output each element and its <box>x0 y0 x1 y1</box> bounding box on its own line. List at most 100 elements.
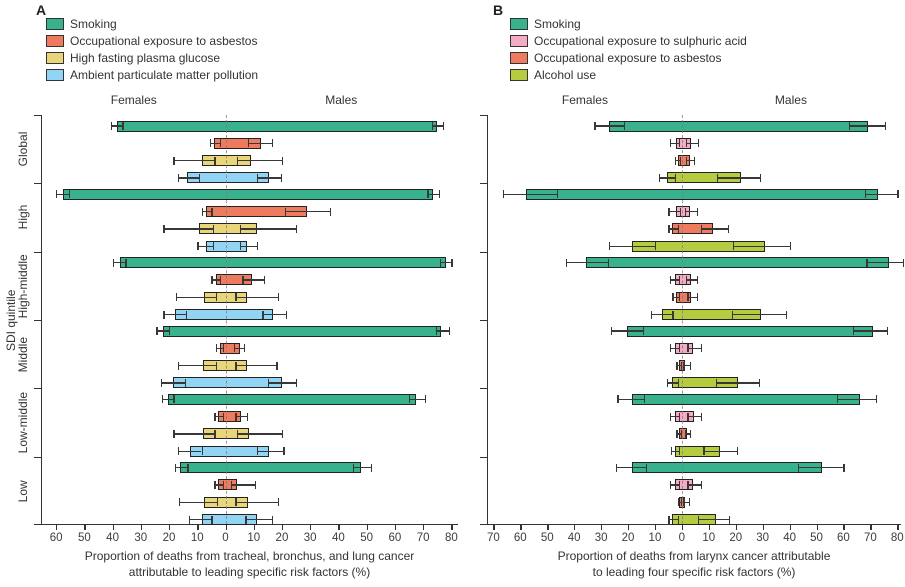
error-whisker <box>242 279 264 281</box>
whisker-cap <box>668 224 670 233</box>
panel-b: B Smoking Occupational exposure to sulphu… <box>455 0 905 587</box>
whisker-cap <box>212 224 215 233</box>
error-whisker <box>797 467 844 469</box>
whisker-cap <box>615 463 618 472</box>
error-whisker <box>684 433 690 435</box>
whisker-cap <box>235 412 237 421</box>
whisker-cap <box>680 498 683 507</box>
error-whisker <box>160 382 185 384</box>
whisker-cap <box>174 463 176 472</box>
x-axis-tick-label: 10 <box>247 532 261 544</box>
legend-item: Occupational exposure to sulphuric acid <box>510 32 747 49</box>
error-whisker <box>683 364 690 367</box>
group-bracket-tick <box>480 388 488 390</box>
risk-bar <box>525 188 879 200</box>
error-whisker <box>668 518 678 521</box>
x-axis-tick-label: 20 <box>162 532 176 544</box>
risk-bar <box>119 257 446 269</box>
whisker-cap <box>848 122 851 130</box>
whisker-cap <box>201 447 203 456</box>
error-whisker <box>188 518 212 521</box>
whisker-cap <box>677 498 680 507</box>
error-whisker <box>650 313 673 316</box>
error-whisker <box>284 210 330 213</box>
whisker-cap <box>698 139 700 148</box>
males-header: Males <box>325 93 358 107</box>
whisker-cap <box>214 412 216 421</box>
whisker-cap <box>566 258 568 267</box>
risk-bar <box>632 462 822 474</box>
whisker-cap <box>246 412 248 421</box>
whisker-cap <box>235 293 237 302</box>
whisker-cap <box>176 293 178 302</box>
error-whisker <box>864 193 898 195</box>
x-axis-tick <box>56 525 58 530</box>
x-axis-tick <box>547 525 549 530</box>
whisker-cap <box>215 344 217 353</box>
legend-item: Smoking <box>46 15 258 32</box>
error-whisker <box>161 398 174 400</box>
x-axis-tick-label: 40 <box>106 532 119 544</box>
whisker-cap <box>277 498 280 507</box>
whisker-cap <box>177 361 179 370</box>
whisker-cap <box>650 310 653 319</box>
whisker-cap <box>658 173 661 182</box>
whisker-cap <box>797 463 799 472</box>
error-whisker <box>256 450 284 452</box>
whisker-cap <box>758 378 760 387</box>
error-whisker <box>669 142 680 144</box>
whisker-cap <box>187 463 189 472</box>
error-whisker <box>671 450 680 452</box>
error-whisker <box>687 296 697 298</box>
whisker-cap <box>222 344 224 353</box>
error-whisker <box>235 501 278 503</box>
error-whisker <box>669 347 680 349</box>
error-whisker <box>687 415 701 418</box>
whisker-cap <box>733 242 735 251</box>
whisker-cap <box>236 429 239 438</box>
whisker-cap <box>727 224 729 233</box>
x-axis-tick <box>601 525 603 530</box>
whisker-cap <box>669 275 672 284</box>
error-whisker <box>852 330 887 332</box>
whisker-cap <box>296 378 298 387</box>
panel-b-plot-area: Females Males 70 60 50 40 30 20 10 0 10 20 30 40 50 6… <box>480 93 904 544</box>
whisker-cap <box>688 498 690 507</box>
whisker-cap <box>235 498 237 507</box>
error-whisker <box>669 279 680 281</box>
whisker-cap <box>427 190 429 199</box>
error-whisker <box>239 245 257 247</box>
whisker-cap <box>255 480 257 489</box>
whisker-cap <box>759 173 762 182</box>
whisker-cap <box>370 463 373 472</box>
whisker-cap <box>211 275 213 284</box>
panel-a-x-axis-label: Proportion of deaths from tracheal, bron… <box>42 548 457 580</box>
group-bracket-tick <box>480 320 488 322</box>
whisker-cap <box>623 122 626 130</box>
whisker-cap <box>696 275 698 284</box>
whisker-cap <box>231 480 233 489</box>
error-whisker <box>235 364 277 367</box>
error-whisker <box>409 398 425 400</box>
error-whisker <box>836 398 876 400</box>
whisker-cap <box>188 515 191 524</box>
whisker-cap <box>239 242 241 251</box>
zero-reference-line <box>225 115 227 524</box>
whisker-cap <box>685 139 688 148</box>
error-whisker <box>156 330 170 332</box>
legend-swatch-icon <box>510 68 528 81</box>
whisker-cap <box>262 310 264 319</box>
error-whisker <box>173 433 215 435</box>
whisker-cap <box>215 361 217 370</box>
error-whisker <box>685 279 697 281</box>
error-whisker <box>502 193 557 195</box>
risk-bar <box>180 462 361 474</box>
whisker-cap <box>184 378 186 387</box>
panel-a-label: A <box>36 2 47 18</box>
whisker-cap <box>56 190 58 199</box>
whisker-cap <box>173 156 175 165</box>
whisker-cap <box>669 344 672 353</box>
x-axis-tick <box>870 525 872 530</box>
whisker-cap <box>683 361 685 370</box>
